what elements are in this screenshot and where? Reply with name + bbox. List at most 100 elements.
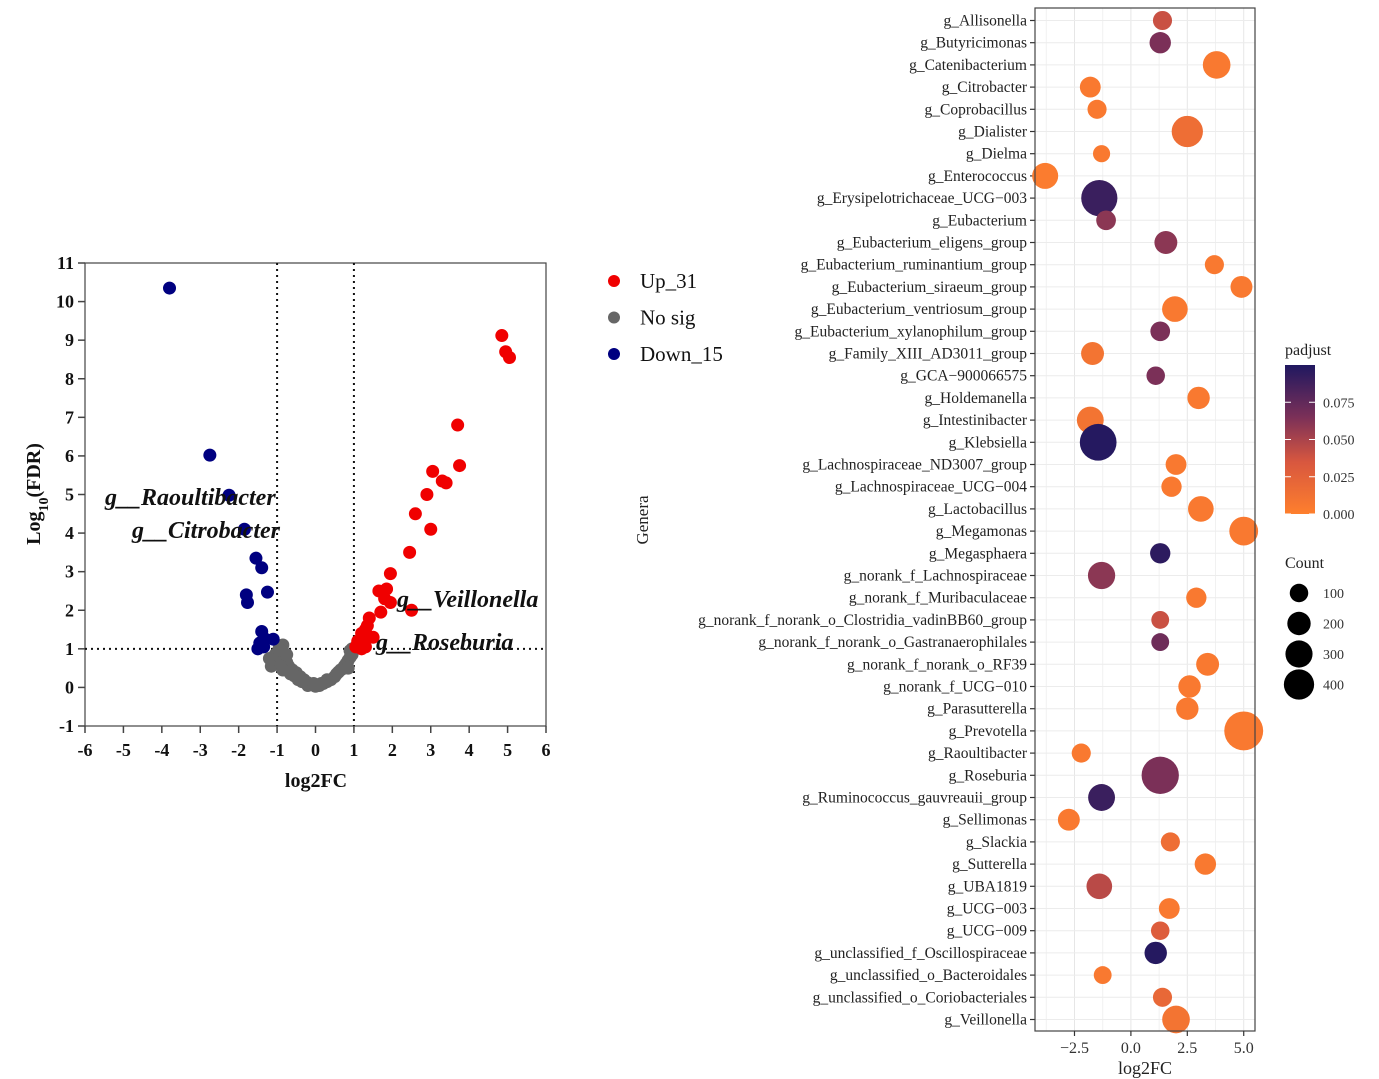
- x-tick-label: -2: [231, 740, 246, 760]
- bubble-point: [1202, 51, 1231, 79]
- y-tick-label: -1: [59, 716, 74, 736]
- bubble-point: [1144, 941, 1167, 965]
- data-point-up-31: [426, 464, 440, 478]
- data-point-up-31: [439, 476, 453, 490]
- bubble-point: [1071, 743, 1091, 763]
- genus-label: g_Megasphaera: [929, 545, 1027, 562]
- bubble-point: [1141, 756, 1179, 794]
- size-legend-label: 400: [1323, 679, 1344, 694]
- data-point-up-31: [403, 545, 417, 559]
- data-point-down-15: [241, 596, 255, 610]
- genus-label: g_Coprobacillus: [925, 101, 1027, 118]
- x-tick-label: 4: [465, 740, 474, 760]
- y-tick-label: 0: [65, 677, 74, 697]
- bubble-plot-frame: [1034, 7, 1256, 1032]
- x-tick-label: 1: [349, 740, 358, 760]
- data-point-down-15: [203, 448, 217, 462]
- bubble-point: [1146, 366, 1165, 385]
- genus-label: g_Erysipelotrichaceae_UCG−003: [817, 190, 1027, 207]
- padjust-colorbar: [1285, 365, 1315, 514]
- bubble-point: [1086, 873, 1113, 900]
- bubble-point: [1204, 255, 1224, 275]
- x-tick-label: 2.5: [1177, 1040, 1197, 1057]
- data-point-down-15: [163, 281, 177, 295]
- bubble-point: [1171, 115, 1203, 148]
- data-point-up-31: [408, 507, 422, 521]
- size-legend-label: 300: [1323, 648, 1344, 663]
- data-point-up-31: [424, 522, 438, 536]
- x-tick-label: 5.0: [1234, 1040, 1254, 1057]
- genus-label: g_Lactobacillus: [928, 501, 1027, 518]
- bubble-point: [1188, 496, 1214, 522]
- annotation-label: g__Citrobacter: [131, 518, 281, 544]
- x-tick-label: -4: [154, 740, 169, 760]
- volcano-x-axis-label: log2FC: [285, 770, 347, 792]
- genus-label: g_Raoultibacter: [928, 745, 1028, 762]
- bubble-point: [1162, 1005, 1190, 1034]
- x-tick-label: -3: [193, 740, 208, 760]
- data-point-down-15: [237, 522, 251, 536]
- genus-label: g_Eubacterium_ventriosum_group: [811, 301, 1027, 318]
- size-legend-marker: [1285, 640, 1313, 668]
- size-legend-label: 100: [1323, 587, 1344, 602]
- legend-label: Down_15: [640, 342, 723, 366]
- data-point-up-31: [405, 603, 419, 617]
- bubble-point: [1186, 587, 1207, 608]
- genus-label: g_UCG−003: [947, 901, 1027, 918]
- genus-label: g_Sellimonas: [943, 812, 1027, 829]
- genus-label: g_UBA1819: [948, 878, 1027, 895]
- genus-label: g_Parasutterella: [927, 701, 1027, 718]
- x-tick-label: -1: [270, 740, 285, 760]
- size-legend-marker: [1287, 611, 1311, 636]
- bubble-point: [1079, 76, 1101, 98]
- y-tick-label: 1: [65, 639, 74, 659]
- genus-label: g_Enterococcus: [928, 168, 1027, 185]
- genus-label: g_Eubacterium_siraeum_group: [832, 279, 1028, 296]
- bubble-point: [1076, 406, 1104, 434]
- bubble-point: [1158, 898, 1180, 919]
- colorbar-tick-label: 0.075: [1323, 396, 1355, 411]
- genus-label: g_Eubacterium_eligens_group: [837, 235, 1028, 252]
- genus-label: g_Lachnospiraceae_UCG−004: [835, 479, 1027, 496]
- annotation-label: g__Veillonella: [396, 587, 538, 613]
- legend-label: No sig: [640, 306, 696, 330]
- genus-label: g_Sutterella: [952, 856, 1027, 873]
- genus-label: g_Dialister: [958, 124, 1028, 141]
- genus-label: g_norank_f_norank_o_Gastranaerophilales: [758, 634, 1027, 651]
- y-tick-label: 9: [65, 330, 74, 350]
- data-point-no-sig: [272, 642, 286, 656]
- bubble-point: [1081, 342, 1104, 365]
- genus-label: g_Klebsiella: [949, 434, 1027, 451]
- bubble-point: [1092, 145, 1111, 163]
- genus-label: g_Intestinibacter: [923, 412, 1028, 429]
- genus-label: g_Lachnospiraceae_ND3007_group: [802, 457, 1027, 474]
- x-tick-label: −2.5: [1060, 1040, 1089, 1057]
- bubble-point: [1150, 321, 1171, 342]
- genus-label: g_Veillonella: [944, 1012, 1027, 1029]
- bubble-point: [1165, 454, 1187, 475]
- bubble-point: [1224, 711, 1264, 751]
- bubble-point: [1150, 921, 1170, 940]
- count-legend-title: Count: [1285, 555, 1325, 572]
- genus-label: g_Prevotella: [949, 723, 1027, 740]
- y-tick-label: 5: [65, 485, 74, 505]
- data-point-down-15: [255, 561, 269, 575]
- genus-label: g_norank_f_Lachnospiraceae: [844, 568, 1027, 585]
- genus-label: g_Ruminococcus_gauvreauii_group: [802, 790, 1027, 807]
- x-tick-label: -5: [116, 740, 131, 760]
- data-point-no-sig: [307, 677, 321, 691]
- data-point-up-31: [374, 605, 388, 619]
- y-tick-label: 10: [56, 292, 74, 312]
- x-tick-label: 0: [311, 740, 320, 760]
- genus-label: g_norank_f_norank_o_RF39: [847, 656, 1027, 673]
- bubble-point: [1230, 275, 1253, 298]
- volcano-y-axis-label: Log10(FDR): [23, 443, 52, 545]
- genus-label: g_unclassified_f_Oscillospiraceae: [814, 945, 1027, 962]
- data-point-up-31: [453, 459, 467, 473]
- bubble-point: [1096, 210, 1116, 231]
- bubble-point: [1081, 180, 1118, 217]
- genus-label: g_Eubacterium: [932, 212, 1027, 229]
- y-tick-label: 7: [65, 407, 74, 427]
- legend-marker-no-sig: [608, 311, 620, 324]
- data-point-up-31: [420, 488, 434, 501]
